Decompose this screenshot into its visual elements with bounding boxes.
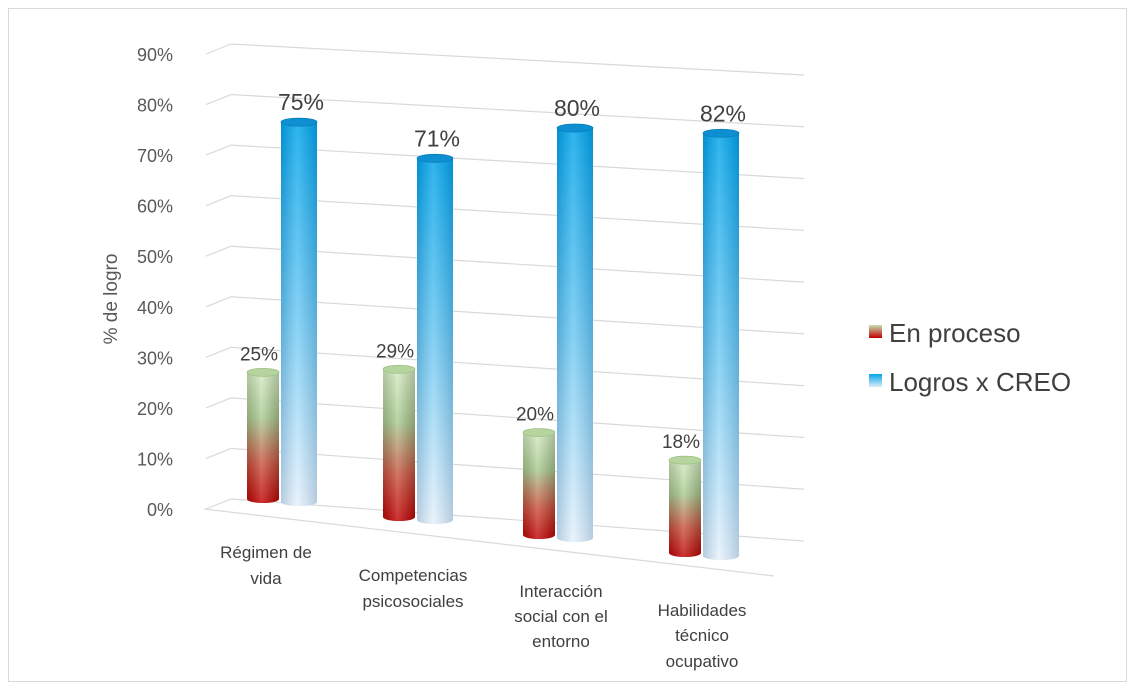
category-label: entorno (532, 632, 590, 651)
data-label-en-proceso: 18% (662, 432, 700, 453)
gridline (230, 43, 805, 76)
y-tick-label: 60% (137, 197, 173, 217)
bar-logros-3 (556, 123, 594, 542)
gridline-side (205, 296, 232, 308)
category-label: vida (250, 569, 282, 588)
legend: En proceso Logros x CREO (869, 318, 1071, 397)
legend-label-en-proceso: En proceso (889, 318, 1021, 348)
gridline-side (205, 346, 232, 358)
gridline-side (205, 498, 232, 510)
gridline-side (205, 397, 232, 409)
gridline-side (205, 93, 232, 106)
y-axis-label: % de logro (101, 254, 122, 345)
gridline-side (205, 43, 232, 55)
y-tick-label: 0% (147, 500, 173, 520)
category-label: social con el (514, 607, 608, 626)
gridline-side (205, 195, 232, 207)
data-label-logros: 82% (700, 100, 746, 126)
bar-logros-4 (702, 128, 740, 560)
data-label-logros: 75% (278, 89, 324, 115)
floor-edge (203, 508, 775, 577)
category-label: psicosociales (362, 592, 463, 611)
bar-en-proceso-4 (668, 455, 702, 557)
data-labels: 25% 75% 29% 71% 20% 80% 18% 82% (240, 89, 746, 453)
bar-logros-1 (280, 117, 318, 506)
category-label: Competencias (359, 566, 468, 585)
y-axis-ticks: 0% 10% 20% 30% 40% 50% 60% 70% 80% 90% (137, 45, 173, 520)
bar-en-proceso-2 (382, 364, 416, 521)
category-label: Régimen de (220, 543, 312, 562)
y-tick-label: 50% (137, 247, 173, 267)
gridline (230, 93, 805, 128)
legend-swatch-logros (869, 374, 882, 387)
bar-en-proceso-1 (246, 367, 280, 503)
y-tick-label: 30% (137, 348, 173, 368)
bar-en-proceso-3 (522, 428, 556, 539)
data-label-logros: 71% (414, 125, 460, 151)
category-label: Habilidades (658, 601, 747, 620)
y-tick-label: 10% (137, 449, 173, 469)
y-tick-label: 20% (137, 399, 173, 419)
category-labels: Régimen de vida Competencias psicosociales I… (220, 543, 746, 671)
bars (246, 117, 740, 560)
legend-label-logros: Logros x CREO (889, 367, 1071, 397)
data-label-logros: 80% (554, 95, 600, 121)
category-label: ocupativo (666, 652, 739, 671)
data-label-en-proceso: 29% (376, 341, 414, 362)
gridline-side (205, 245, 232, 257)
category-label: Interacción (519, 582, 602, 601)
y-tick-label: 90% (137, 45, 173, 65)
category-label: técnico (675, 626, 729, 645)
bar-chart-3d: 0% 10% 20% 30% 40% 50% 60% 70% 80% 90% % de logro… (101, 43, 1071, 671)
chart-frame: 0% 10% 20% 30% 40% 50% 60% 70% 80% 90% % de logro… (8, 8, 1127, 682)
gridline-side (205, 447, 232, 460)
data-label-en-proceso: 20% (516, 405, 554, 426)
gridline-side (205, 144, 232, 156)
y-tick-label: 70% (137, 146, 173, 166)
legend-swatch-en-proceso (869, 325, 882, 338)
bar-logros-2 (416, 153, 454, 525)
data-label-en-proceso: 25% (240, 344, 278, 365)
y-tick-label: 40% (137, 298, 173, 318)
y-tick-label: 80% (137, 96, 173, 116)
